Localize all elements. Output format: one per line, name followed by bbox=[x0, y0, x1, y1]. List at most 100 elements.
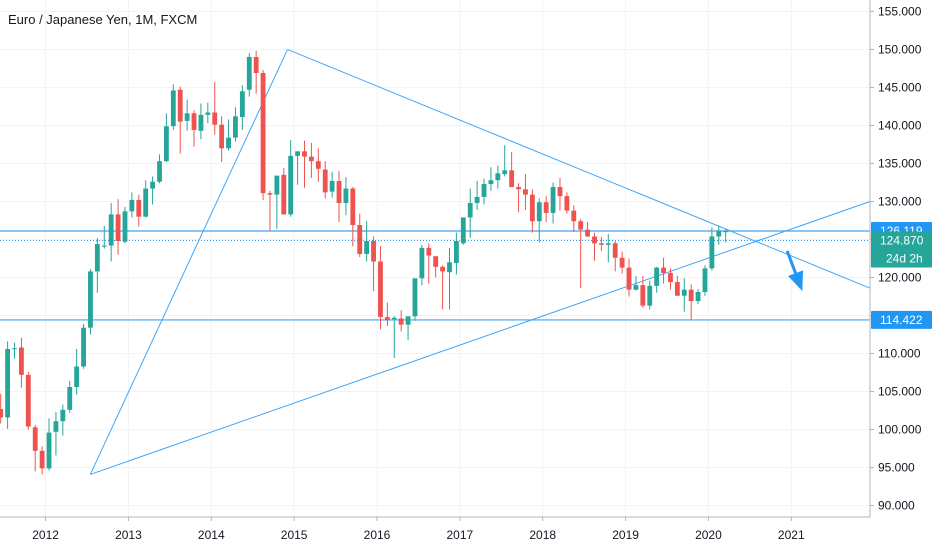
y-tick-label: 110.000 bbox=[878, 347, 921, 361]
x-tick-label: 2018 bbox=[529, 528, 556, 542]
candle-body bbox=[723, 231, 729, 233]
chart-title: Euro / Japanese Yen, 1M, FXCM bbox=[8, 12, 197, 27]
candle-body bbox=[440, 266, 446, 272]
x-tick-label: 2013 bbox=[115, 528, 142, 542]
x-tick-label: 2021 bbox=[778, 528, 805, 542]
y-tick-label: 100.000 bbox=[878, 423, 922, 437]
candle-body bbox=[198, 114, 204, 131]
y-tick-label: 155.000 bbox=[878, 4, 922, 18]
candle-body bbox=[612, 243, 618, 258]
y-tick-label: 140.000 bbox=[878, 118, 922, 132]
candle-body bbox=[550, 187, 556, 213]
level-price-tag-bg bbox=[871, 310, 932, 329]
candle-body bbox=[433, 256, 439, 267]
candle-countdown-tag: 24d 2h bbox=[886, 251, 923, 265]
candle-body bbox=[295, 151, 301, 156]
candle-body bbox=[447, 262, 452, 273]
candle-body bbox=[157, 161, 162, 182]
y-tick-label: 135.000 bbox=[878, 156, 922, 170]
candle-body bbox=[329, 180, 335, 192]
candle-body bbox=[25, 374, 31, 427]
candle-body bbox=[212, 112, 218, 125]
candle-body bbox=[460, 217, 466, 244]
candle-body bbox=[253, 57, 259, 73]
candle-body bbox=[578, 221, 584, 230]
candle-body bbox=[426, 247, 432, 256]
candle-body bbox=[267, 193, 273, 195]
y-tick-label: 130.000 bbox=[878, 194, 922, 208]
candle-body bbox=[536, 202, 542, 222]
trendline-descending[interactable] bbox=[287, 48, 871, 289]
trendline-ascending[interactable] bbox=[90, 201, 871, 475]
candle-body bbox=[122, 211, 128, 242]
trendline-rise[interactable] bbox=[89, 49, 288, 475]
candle-body bbox=[681, 289, 687, 296]
x-tick-label: 2016 bbox=[364, 528, 391, 542]
x-tick-label: 2012 bbox=[32, 528, 59, 542]
y-tick-label: 90.000 bbox=[878, 499, 915, 513]
candle-body bbox=[336, 180, 342, 203]
candle-body bbox=[239, 91, 245, 118]
last-price-tag: 124.870 bbox=[880, 233, 924, 247]
y-tick-label: 95.000 bbox=[878, 461, 915, 475]
candle-body bbox=[654, 267, 660, 286]
forecast-arrow-head[interactable] bbox=[788, 270, 804, 291]
candle-body bbox=[53, 421, 59, 432]
candle-body bbox=[509, 170, 515, 188]
candle-body bbox=[398, 318, 404, 325]
candle-body bbox=[357, 225, 363, 254]
candle-body bbox=[94, 244, 100, 272]
candle-body bbox=[709, 236, 715, 269]
candle-body bbox=[350, 188, 356, 226]
candle-body bbox=[378, 261, 383, 318]
line-layer bbox=[0, 48, 871, 475]
candle-body bbox=[633, 285, 639, 290]
candle-body bbox=[585, 229, 591, 237]
candle-layer bbox=[0, 50, 729, 475]
candle-body bbox=[60, 409, 66, 422]
candle-body bbox=[88, 271, 93, 328]
candle-body bbox=[12, 348, 17, 350]
candle-body bbox=[343, 188, 349, 203]
candle-body bbox=[453, 241, 459, 264]
candle-body bbox=[695, 291, 701, 302]
y-tick-label: 150.000 bbox=[878, 42, 922, 56]
candle-body bbox=[619, 257, 625, 268]
candle-body bbox=[529, 194, 535, 222]
candle-body bbox=[626, 267, 632, 290]
candle-body bbox=[592, 236, 597, 244]
x-tick-label: 2020 bbox=[695, 528, 722, 542]
level-price-tag: 114.422 bbox=[880, 313, 923, 327]
candle-body bbox=[474, 196, 480, 203]
candle-body bbox=[219, 124, 225, 149]
candle-body bbox=[488, 180, 494, 184]
candle-body bbox=[661, 267, 666, 273]
candle-body bbox=[226, 137, 231, 149]
candle-body bbox=[412, 278, 418, 317]
candle-body bbox=[322, 169, 328, 193]
candle-body bbox=[177, 89, 183, 122]
candle-body bbox=[605, 243, 611, 245]
candle-body bbox=[598, 243, 604, 245]
candle-body bbox=[523, 189, 528, 195]
candle-body bbox=[0, 409, 4, 418]
candle-body bbox=[191, 113, 197, 131]
candle-body bbox=[688, 289, 694, 302]
x-tick-label: 2017 bbox=[447, 528, 474, 542]
candle-body bbox=[143, 188, 149, 217]
x-axis: 2012 2013 2014 2015 2016 2017 2018 2019 2020 2021 bbox=[32, 517, 805, 542]
candle-body bbox=[481, 183, 487, 197]
candle-body bbox=[281, 174, 287, 215]
candle-body bbox=[274, 175, 280, 195]
candle-body bbox=[136, 199, 142, 217]
candle-body bbox=[129, 199, 135, 212]
candle-body bbox=[5, 348, 11, 418]
candle-body bbox=[46, 432, 52, 469]
candle-body bbox=[557, 187, 563, 197]
candle-body bbox=[260, 72, 266, 194]
candle-body bbox=[246, 57, 252, 90]
candle-body bbox=[315, 161, 321, 169]
candle-body bbox=[170, 90, 176, 127]
candle-body bbox=[308, 156, 314, 162]
